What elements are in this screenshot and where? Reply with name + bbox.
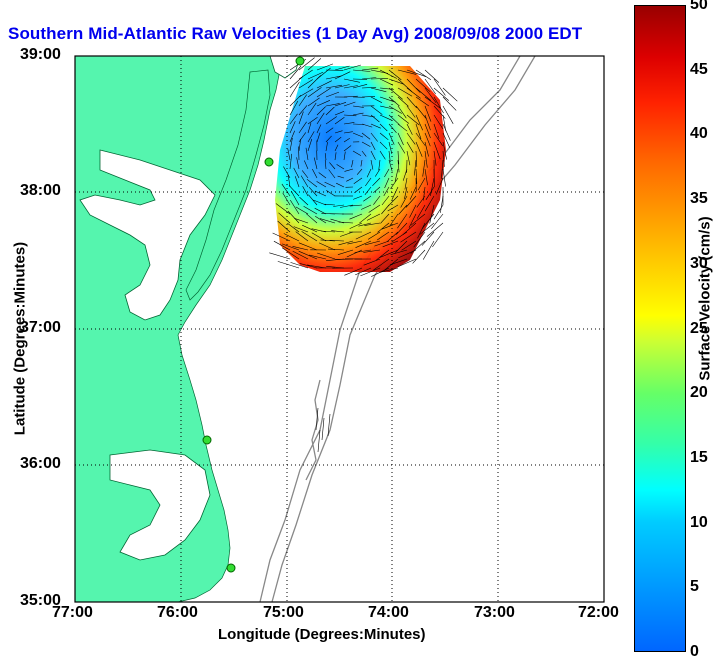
colorbar-tick-label: 10 xyxy=(690,514,708,532)
colorbar-tick-label: 30 xyxy=(690,255,708,273)
velocity-vector xyxy=(269,253,290,259)
velocity-vector xyxy=(431,214,443,229)
colorbar-tick-label: 20 xyxy=(690,384,708,402)
velocity-vector xyxy=(425,70,439,83)
velocity-vector xyxy=(443,106,453,124)
radar-site-marker xyxy=(265,158,273,166)
colorbar-tick-label: 50 xyxy=(690,0,708,14)
y-tick-label: 36:00 xyxy=(20,455,61,473)
radar-site-marker xyxy=(203,436,211,444)
x-axis-label: Longitude (Degrees:Minutes) xyxy=(218,626,426,643)
velocity-vector xyxy=(440,196,443,213)
y-tick-label: 38:00 xyxy=(20,182,61,200)
y-tick-label: 35:00 xyxy=(20,592,61,610)
radar-site-marker xyxy=(296,57,304,65)
velocity-vector xyxy=(432,232,443,247)
colorbar-tick-label: 5 xyxy=(690,578,699,596)
x-tick-label: 76:00 xyxy=(157,604,198,622)
x-tick-label: 72:00 xyxy=(578,604,619,622)
y-axis-label: Latitude (Degrees:Minutes) xyxy=(12,239,29,439)
velocity-vector xyxy=(443,97,456,110)
colorbar-tick-label: 45 xyxy=(690,61,708,79)
radar-site-marker xyxy=(227,564,235,572)
y-tick-label: 39:00 xyxy=(20,46,61,64)
colorbar-tick-label: 25 xyxy=(690,320,708,338)
colorbar-tick-label: 40 xyxy=(690,125,708,143)
velocity-vector xyxy=(413,250,425,263)
x-tick-label: 74:00 xyxy=(368,604,409,622)
colorbar-tick-label: 0 xyxy=(690,643,699,661)
velocity-vector xyxy=(278,261,299,268)
colorbar-tick-label: 35 xyxy=(690,190,708,208)
x-tick-label: 73:00 xyxy=(474,604,515,622)
colorbar-label: Surface Velocity (cm/s) xyxy=(697,199,714,399)
x-tick-label: 75:00 xyxy=(263,604,304,622)
colorbar xyxy=(634,5,686,652)
velocity-vector xyxy=(427,223,443,237)
colorbar-tick-label: 15 xyxy=(690,449,708,467)
